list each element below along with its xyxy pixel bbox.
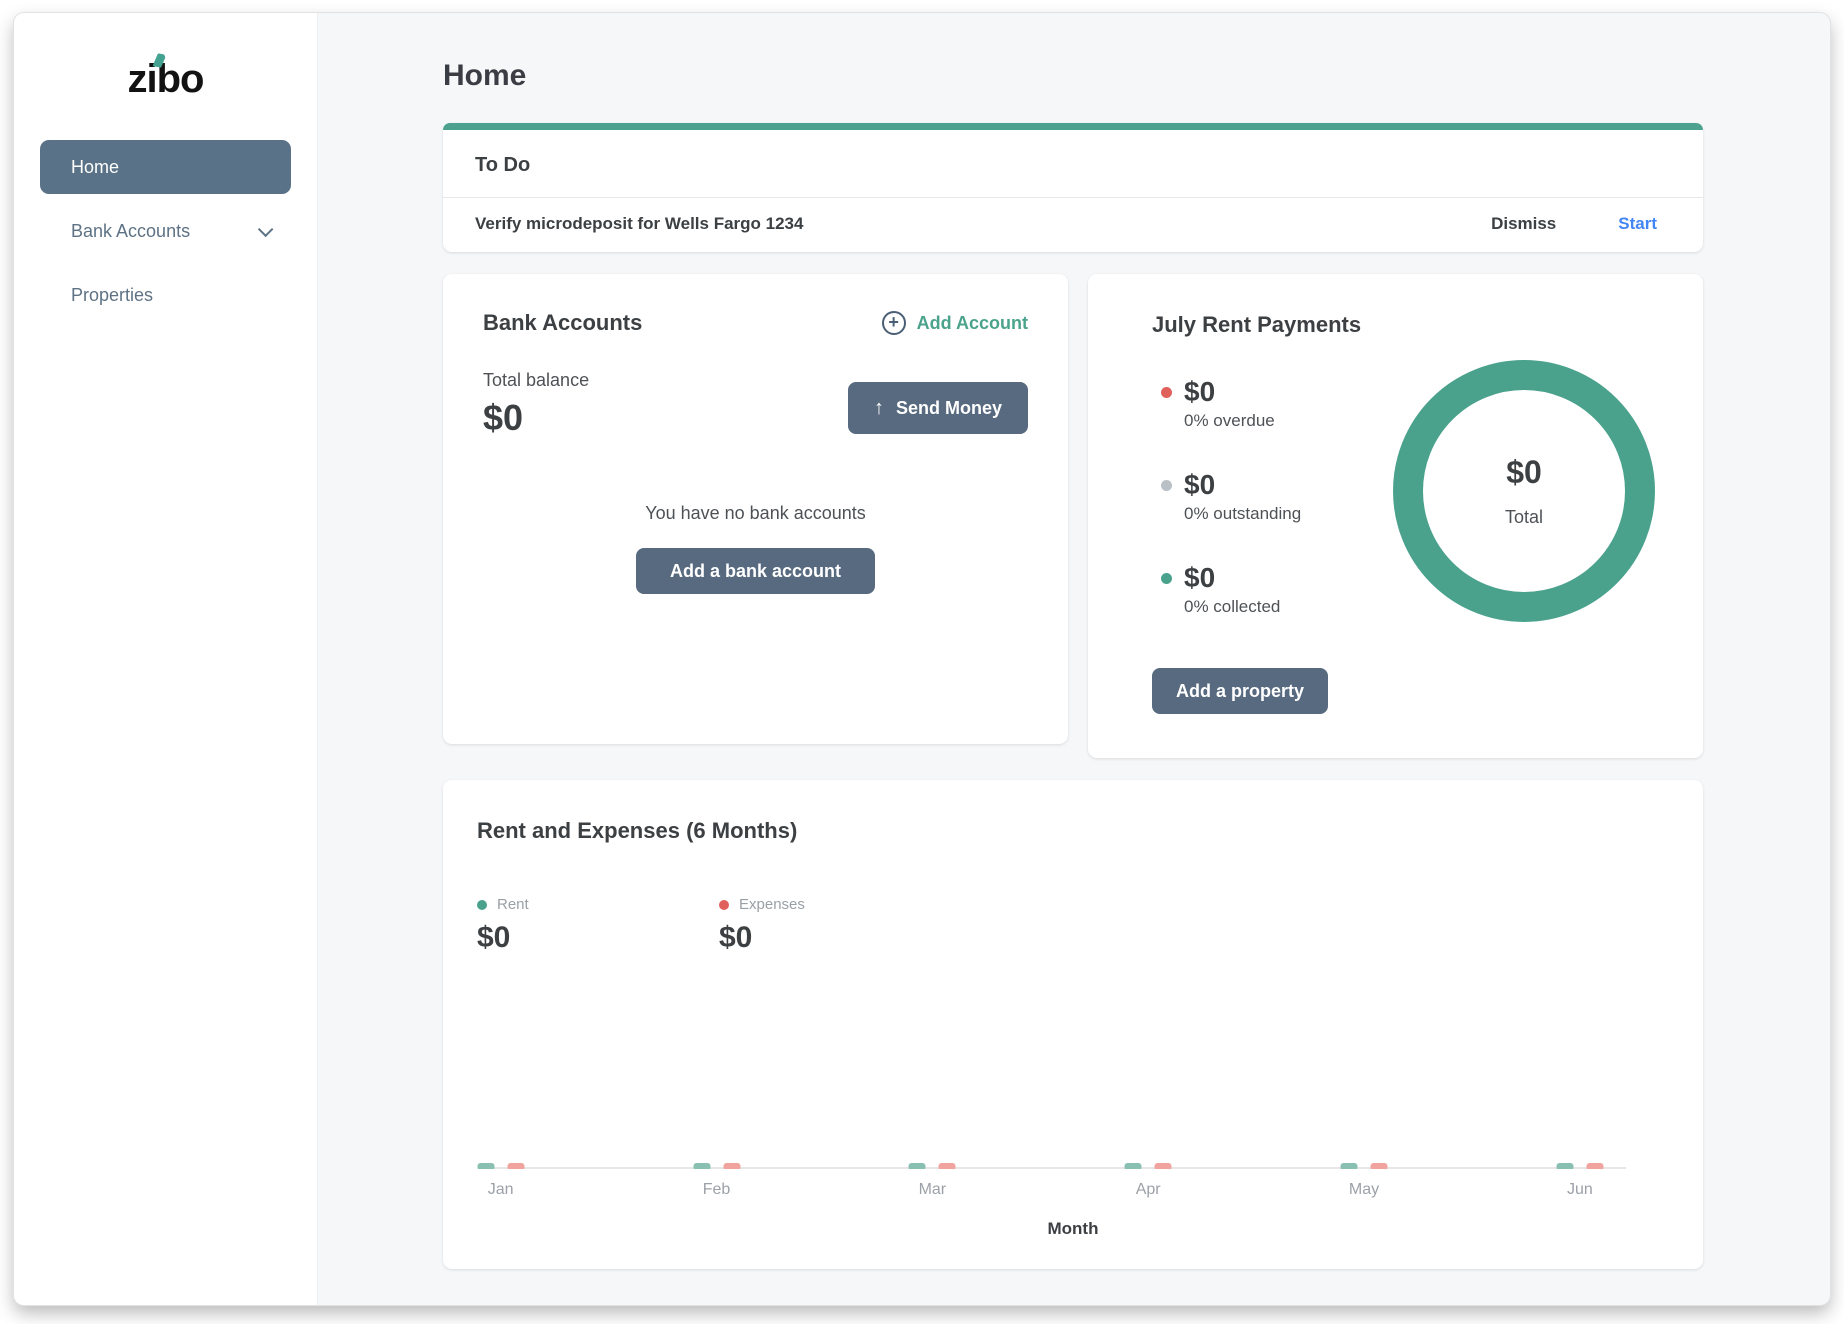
sidebar-item-home[interactable]: Home <box>40 140 291 194</box>
sidebar-nav: Home Bank Accounts Properties <box>14 140 317 322</box>
sidebar-item-label: Home <box>71 156 120 177</box>
donut-total-value: $0 <box>1506 454 1542 490</box>
rent-bar <box>908 1163 926 1169</box>
todo-task-text: Verify microdeposit for Wells Fargo 1234 <box>475 214 804 233</box>
expenses-bar <box>1370 1163 1388 1169</box>
month-tick-label: Jan <box>487 1181 514 1198</box>
rent-bar <box>1340 1163 1358 1169</box>
chevron-down-icon <box>257 221 274 237</box>
add-account-button[interactable]: + Add Account <box>881 311 1028 335</box>
expenses-bar <box>723 1163 740 1169</box>
expenses-bar <box>1154 1163 1172 1169</box>
chart-x-axis-label: Month <box>1047 1219 1099 1238</box>
month-tick-label: Mar <box>918 1181 947 1198</box>
logo-text: zibo <box>127 57 205 101</box>
expenses-bar <box>1586 1163 1604 1169</box>
legend-series-name: Rent <box>497 896 529 913</box>
legend-series-total: $0 <box>719 921 753 954</box>
todo-task-row: Verify microdeposit for Wells Fargo 1234… <box>443 198 1703 252</box>
rent-payment-stats: $0 0% overdue $0 0% outstanding $0 0% co… <box>1161 338 1387 622</box>
page-title: Home <box>443 59 527 92</box>
todo-card: To Do Verify microdeposit for Wells Farg… <box>443 123 1703 252</box>
legend-series-total: $0 <box>477 921 511 954</box>
month-tick-label: Feb <box>702 1181 731 1198</box>
rent-bar <box>1124 1163 1142 1169</box>
rent-expenses-chart-card: Rent and Expenses (6 Months) Rent $0 Exp… <box>443 780 1703 1269</box>
legend-series-name: Expenses <box>739 896 805 913</box>
main-content: Home To Do Verify microdeposit for Wells… <box>318 13 1830 1305</box>
stat-value: $0 <box>1184 376 1216 407</box>
rent-bar <box>477 1163 495 1169</box>
rent-bar <box>1556 1163 1574 1169</box>
month-tick-label: May <box>1348 1181 1380 1198</box>
send-money-label: Send Money <box>895 397 1002 418</box>
app-window: zibo Home Bank Accounts Properties Home … <box>14 13 1830 1305</box>
sidebar-item-bank-accounts[interactable]: Bank Accounts <box>40 204 291 258</box>
add-property-button[interactable]: Add a property <box>1152 668 1329 714</box>
no-bank-accounts-message: You have no bank accounts <box>645 503 866 523</box>
month-tick-label: Jun <box>1566 1181 1593 1198</box>
stat-dot-icon <box>1161 572 1172 584</box>
rent-stat: $0 0% outstanding <box>1161 469 1387 524</box>
stat-value: $0 <box>1184 469 1216 500</box>
total-balance-value: $0 <box>483 397 524 438</box>
stat-label: 0% collected <box>1184 597 1281 616</box>
bank-accounts-card: Bank Accounts + Add Account Total balanc… <box>443 274 1068 744</box>
legend-dot-icon <box>719 899 729 910</box>
donut-total-label: Total <box>1504 507 1544 527</box>
rent-payments-title: July Rent Payments <box>1152 312 1362 337</box>
legend-item: Expenses $0 <box>719 896 961 955</box>
add-bank-account-button[interactable]: Add a bank account <box>635 548 876 594</box>
sidebar-item-label: Properties <box>71 284 154 305</box>
legend-item: Rent $0 <box>477 896 719 955</box>
rent-stat: $0 0% collected <box>1161 562 1387 617</box>
bank-accounts-title: Bank Accounts <box>483 310 643 335</box>
send-money-button[interactable]: ↑ Send Money <box>847 382 1028 434</box>
stat-label: 0% overdue <box>1184 411 1275 430</box>
chart-title: Rent and Expenses (6 Months) <box>477 818 798 843</box>
todo-divider <box>443 197 1703 198</box>
sidebar-item-properties[interactable]: Properties <box>40 268 291 322</box>
todo-title: To Do <box>475 154 531 176</box>
add-account-label: Add Account <box>916 312 1028 333</box>
todo-accent-bar <box>443 123 1703 130</box>
total-balance-label: Total balance <box>483 370 590 390</box>
stat-value: $0 <box>1184 562 1216 593</box>
rent-bar <box>693 1163 710 1169</box>
zibo-logo: zibo <box>14 53 317 102</box>
stat-dot-icon <box>1161 386 1172 398</box>
sidebar: zibo Home Bank Accounts Properties <box>14 13 318 1305</box>
chart-plot-area: Jan Feb Mar Apr May Jun <box>477 1163 1626 1198</box>
expenses-bar <box>938 1163 956 1169</box>
stat-dot-icon <box>1161 479 1172 491</box>
stat-label: 0% outstanding <box>1184 504 1302 523</box>
arrow-up-icon: ↑ <box>873 396 884 419</box>
expenses-bar <box>507 1163 525 1169</box>
legend-dot-icon <box>477 899 487 910</box>
chart-legend: Rent $0 Expenses $0 <box>477 896 1659 955</box>
start-button[interactable]: Start <box>1618 214 1657 233</box>
month-tick-label: Apr <box>1135 1181 1161 1198</box>
rent-total-donut: $0 Total <box>1393 360 1655 622</box>
rent-payments-card: July Rent Payments $0 0% overdue $0 0% o… <box>1088 274 1703 758</box>
sidebar-item-label: Bank Accounts <box>71 220 191 241</box>
plus-circle-icon: + <box>881 311 906 335</box>
rent-stat: $0 0% overdue <box>1161 376 1387 431</box>
dismiss-button[interactable]: Dismiss <box>1491 214 1557 233</box>
